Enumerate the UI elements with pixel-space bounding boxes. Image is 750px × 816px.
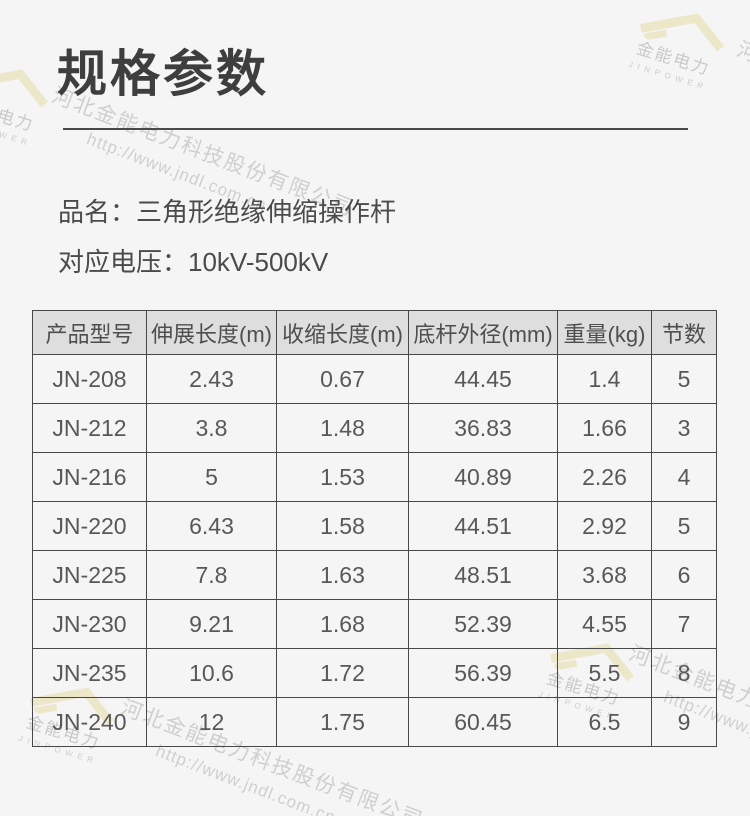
model-cell: JN-230 xyxy=(32,599,147,649)
value-cell: 7 xyxy=(651,599,717,649)
value-cell: 5 xyxy=(146,452,277,502)
value-cell: 5 xyxy=(651,501,717,551)
value-cell: 40.89 xyxy=(408,452,558,502)
table-row: JN-235 10.6 1.72 56.39 5.5 8 xyxy=(32,648,717,698)
table-row: JN-220 6.43 1.58 44.51 2.92 5 xyxy=(32,501,717,551)
model-cell: JN-216 xyxy=(32,452,147,502)
header-row: 产品型号 伸展长度(m) 收缩长度(m) 底杆外径(mm) 重量(kg) 节数 xyxy=(32,310,717,355)
spec-table: 产品型号 伸展长度(m) 收缩长度(m) 底杆外径(mm) 重量(kg) 节数 JN-20… xyxy=(32,310,717,747)
model-cell: JN-235 xyxy=(32,648,147,698)
column-header: 重量(kg) xyxy=(557,310,652,355)
value-cell: 9 xyxy=(651,697,717,747)
value-cell: 1.53 xyxy=(276,452,409,502)
model-cell: JN-212 xyxy=(32,403,147,453)
value-cell: 2.43 xyxy=(146,354,277,404)
value-cell: 3.68 xyxy=(557,550,652,600)
table-row: JN-208 2.43 0.67 44.45 1.4 5 xyxy=(32,354,717,404)
watermark-logo: 金能电力 JINPOWER xyxy=(621,0,735,94)
table-row: JN-240 12 1.75 60.45 6.5 9 xyxy=(32,697,717,747)
model-cell: JN-220 xyxy=(32,501,147,551)
value-cell: 1.4 xyxy=(557,354,652,404)
jinpower-roof-icon xyxy=(640,13,725,52)
model-cell: JN-240 xyxy=(32,697,147,747)
value-cell: 10.6 xyxy=(146,648,277,698)
product-name-line: 品名：三角形绝缘伸缩操作杆 xyxy=(58,197,397,227)
value-cell: 5 xyxy=(651,354,717,404)
value-cell: 7.8 xyxy=(146,550,277,600)
value-cell: 44.51 xyxy=(408,501,558,551)
voltage-line: 对应电压：10kV-500kV xyxy=(58,247,329,277)
value-cell: 1.75 xyxy=(276,697,409,747)
spec-table-body: JN-208 2.43 0.67 44.45 1.4 5 JN-212 3.8 1.48 36.8… xyxy=(32,354,717,747)
title-divider xyxy=(63,128,688,130)
value-cell: 8 xyxy=(651,648,717,698)
column-header: 节数 xyxy=(651,310,717,355)
value-cell: 9.21 xyxy=(146,599,277,649)
value-cell: 1.48 xyxy=(276,403,409,453)
jinpower-roof-icon xyxy=(0,69,49,108)
value-cell: 1.58 xyxy=(276,501,409,551)
watermark-logo: 金能电力 JINPOWER xyxy=(0,50,59,151)
value-cell: 1.66 xyxy=(557,403,652,453)
value-cell: 36.83 xyxy=(408,403,558,453)
value-cell: 1.63 xyxy=(276,550,409,600)
table-row: JN-225 7.8 1.63 48.51 3.68 6 xyxy=(32,550,717,600)
value-cell: 48.51 xyxy=(408,550,558,600)
value-cell: 56.39 xyxy=(408,648,558,698)
page-title: 规格参数 xyxy=(57,46,269,102)
value-cell: 1.68 xyxy=(276,599,409,649)
table-row: JN-212 3.8 1.48 36.83 1.66 3 xyxy=(32,403,717,453)
model-cell: JN-208 xyxy=(32,354,147,404)
column-header: 产品型号 xyxy=(32,310,147,355)
column-header: 伸展长度(m) xyxy=(146,310,277,355)
value-cell: 6.43 xyxy=(146,501,277,551)
value-cell: 52.39 xyxy=(408,599,558,649)
value-cell: 1.72 xyxy=(276,648,409,698)
value-cell: 60.45 xyxy=(408,697,558,747)
value-cell: 4 xyxy=(651,452,717,502)
column-header: 收缩长度(m) xyxy=(276,310,409,355)
value-cell: 2.26 xyxy=(557,452,652,502)
value-cell: 4.55 xyxy=(557,599,652,649)
value-cell: 44.45 xyxy=(408,354,558,404)
value-cell: 2.92 xyxy=(557,501,652,551)
column-header: 底杆外径(mm) xyxy=(408,310,558,355)
table-row: JN-216 5 1.53 40.89 2.26 4 xyxy=(32,452,717,502)
value-cell: 3.8 xyxy=(146,403,277,453)
value-cell: 6 xyxy=(651,550,717,600)
model-cell: JN-225 xyxy=(32,550,147,600)
value-cell: 5.5 xyxy=(557,648,652,698)
value-cell: 0.67 xyxy=(276,354,409,404)
value-cell: 6.5 xyxy=(557,697,652,747)
value-cell: 3 xyxy=(651,403,717,453)
value-cell: 12 xyxy=(146,697,277,747)
table-row: JN-230 9.21 1.68 52.39 4.55 7 xyxy=(32,599,717,649)
